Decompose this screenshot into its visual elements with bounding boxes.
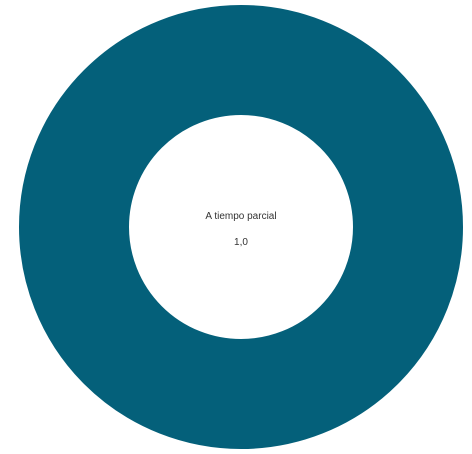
donut-slice-a-tiempo-parcial — [19, 5, 463, 449]
center-label: A tiempo parcial — [205, 211, 276, 222]
donut-slices — [19, 5, 463, 449]
center-value: 1,0 — [234, 237, 248, 248]
